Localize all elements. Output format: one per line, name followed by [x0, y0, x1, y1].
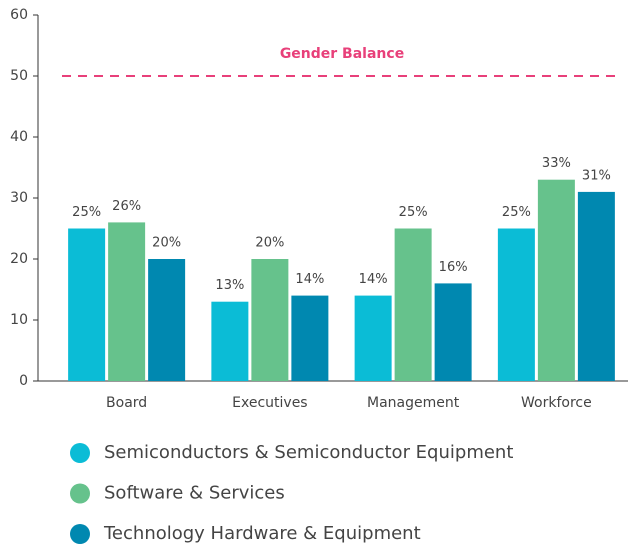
bar [211, 301, 249, 381]
y-tick-label: 30 [10, 190, 28, 206]
value-label: 25% [399, 205, 428, 220]
bar [394, 228, 432, 381]
bar [108, 222, 146, 381]
bar [251, 259, 289, 381]
value-label: 33% [542, 156, 571, 171]
value-label: 26% [112, 199, 141, 214]
bar [291, 295, 329, 381]
bar [434, 283, 472, 381]
bar [354, 295, 392, 381]
x-tick-label: Management [367, 395, 460, 411]
y-tick-label: 50 [10, 68, 28, 84]
legend-label: Software & Services [104, 483, 285, 504]
bar [148, 259, 186, 381]
legend-swatch [70, 483, 90, 504]
y-tick-label: 10 [10, 312, 28, 328]
value-label: 14% [295, 272, 324, 287]
value-label: 25% [72, 205, 101, 220]
reference-label: Gender Balance [280, 46, 404, 62]
y-tick-label: 60 [10, 7, 28, 23]
bar [537, 179, 575, 381]
y-tick-label: 20 [10, 251, 28, 267]
value-label: 14% [359, 272, 388, 287]
legend-label: Technology Hardware & Equipment [103, 523, 421, 544]
legend-swatch [70, 524, 90, 544]
x-tick-label: Executives [232, 395, 307, 411]
value-label: 13% [215, 278, 244, 293]
x-tick-label: Board [106, 395, 147, 411]
legend-label: Semiconductors & Semiconductor Equipment [104, 442, 513, 463]
bar [68, 228, 106, 381]
legend-swatch [70, 443, 90, 463]
bar [577, 191, 615, 381]
x-tick-label: Workforce [521, 395, 592, 411]
value-label: 16% [439, 260, 468, 275]
value-label: 25% [502, 205, 531, 220]
value-label: 31% [582, 168, 611, 183]
y-tick-label: 0 [19, 373, 28, 389]
bar [497, 228, 535, 381]
value-label: 20% [255, 236, 284, 251]
y-tick-label: 40 [10, 129, 28, 145]
value-label: 20% [152, 236, 181, 251]
